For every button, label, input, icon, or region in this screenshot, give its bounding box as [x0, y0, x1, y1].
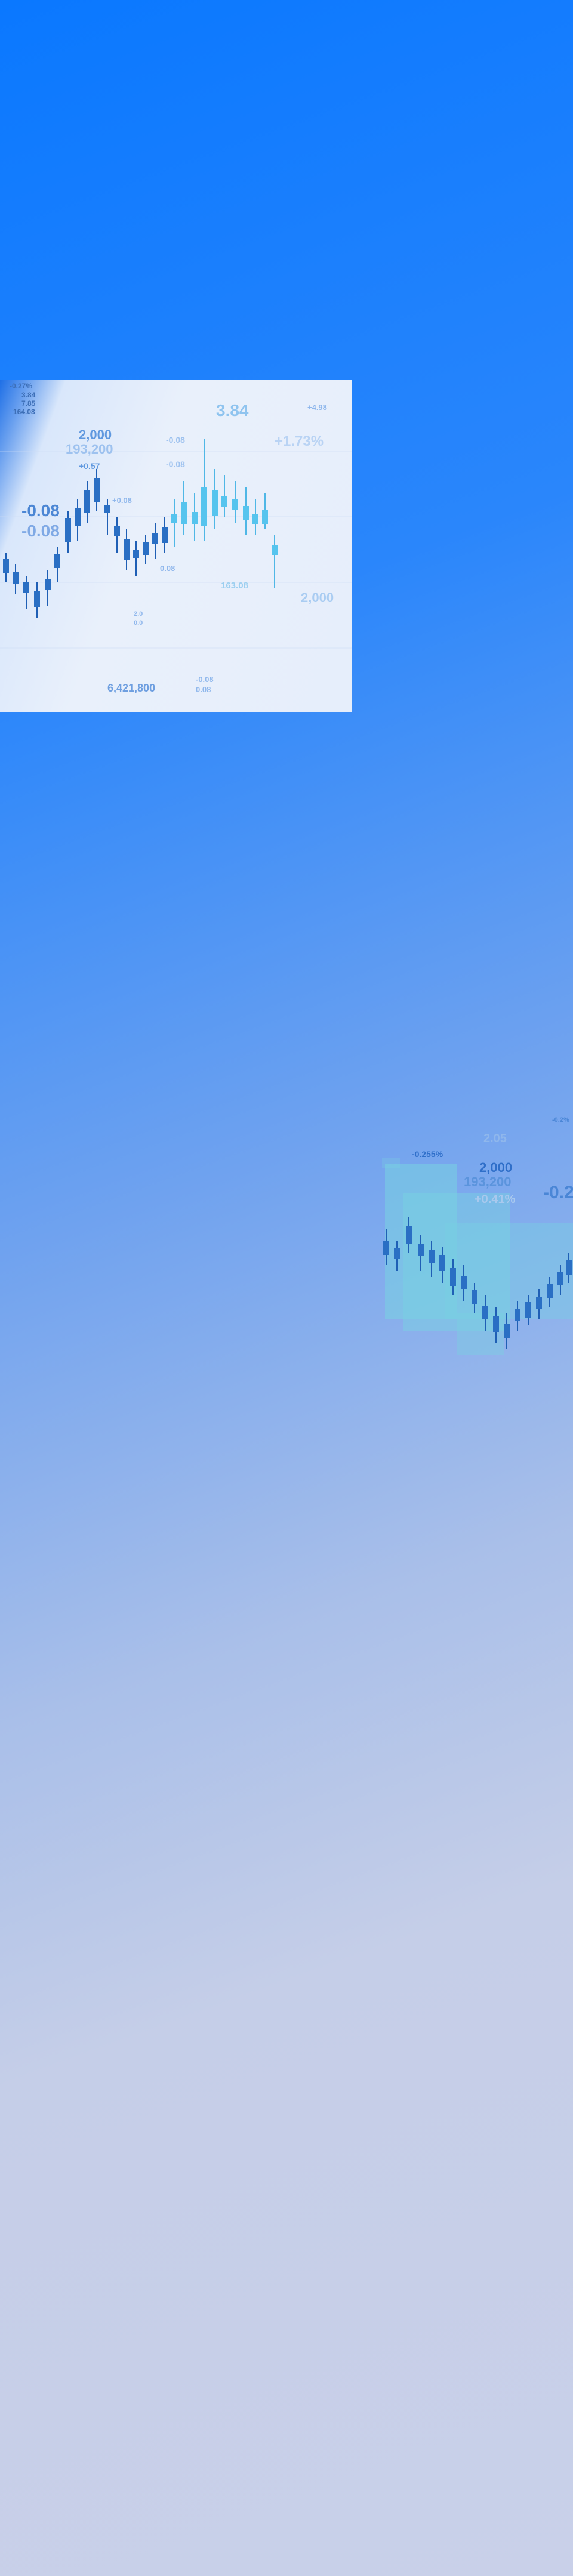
price-label: +0.57 [79, 461, 100, 471]
price-label: 0.08 [160, 564, 175, 573]
stock-candlestick-chart-image: -0.27% 3.84 7.85 164.08 3.84 2,000 193,2… [0, 380, 352, 712]
price-label: 2.0 [134, 610, 143, 618]
stock-candlestick-mosaic-image: -0.2% 2.05 -0.255% 2,000 193,200 +0.41% … [379, 1116, 573, 1438]
price-label: 2,000 [79, 427, 112, 442]
price-label: -0.27% [10, 382, 33, 390]
price-label: 0.0 [134, 619, 143, 627]
price-label: 3.84 [21, 391, 36, 399]
price-label: 6,421,800 [107, 682, 156, 694]
price-label: -0.08 [196, 675, 214, 684]
price-label: +0.08 [112, 496, 132, 505]
price-label: 2,000 [301, 590, 334, 605]
price-label: -0.08 [166, 435, 185, 445]
candlestick-mosaic-graphic [383, 1217, 572, 1349]
candle-group-blue [3, 469, 168, 618]
price-label: -0.2 [543, 1183, 573, 1202]
price-label: +4.98 [307, 403, 327, 412]
price-label: 2,000 [479, 1160, 513, 1175]
price-label: -0.255% [412, 1149, 443, 1159]
price-label: 193,200 [464, 1174, 512, 1189]
candle-group-cyan [171, 439, 278, 588]
price-label: 163.08 [221, 581, 248, 591]
price-label: -0.2% [552, 1116, 569, 1124]
price-label: 193,200 [66, 442, 113, 456]
mosaic-tile [382, 1158, 400, 1168]
price-label: 0.08 [196, 685, 211, 694]
price-label: -0.08 [166, 459, 185, 469]
candlestick-chart-graphic [0, 439, 352, 649]
mosaic-tile [445, 1223, 573, 1319]
price-label: -0.08 [21, 501, 60, 520]
price-label: -0.08 [21, 522, 60, 540]
price-label: +0.41% [475, 1193, 516, 1206]
price-label: 164.08 [13, 408, 35, 416]
price-label: 2.05 [483, 1132, 507, 1145]
price-label: 7.85 [21, 399, 36, 408]
price-label: +1.73% [275, 433, 324, 449]
price-label: 3.84 [216, 401, 249, 419]
